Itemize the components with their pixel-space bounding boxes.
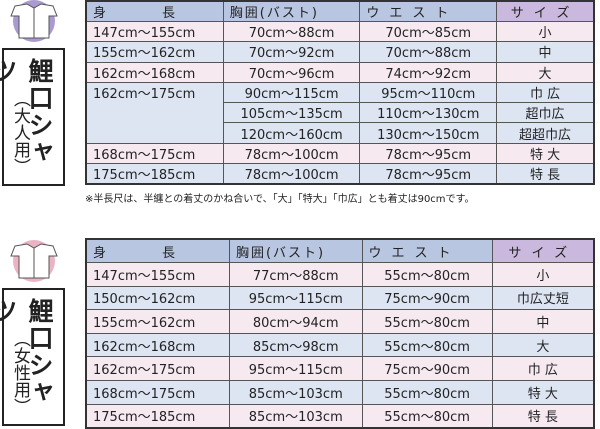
header-height: 身 長 (85, 238, 230, 264)
size-cell: 特 大 (491, 380, 595, 405)
table-row: 168cm～175cm 85cm～103cm 55cm～80cm 特 大 (85, 380, 595, 405)
header-waist: ウエスト (359, 0, 498, 22)
height-cell: 155cm～162cm (85, 309, 230, 334)
header-size: サイズ (491, 238, 595, 264)
size-cell: 中 (491, 309, 595, 334)
waist-cell: 130cm～150cm (359, 122, 498, 144)
bust-cell: 85cm～103cm (228, 403, 363, 429)
size-cell: 巾広丈短 (491, 285, 595, 311)
women-subtitle: （女性用） (10, 330, 30, 415)
waist-cell: 70cm～85cm (359, 20, 498, 43)
women-title: 鯉口シャツ (0, 298, 54, 406)
header-bust: 胸囲(バスト) (228, 238, 363, 264)
waist-cell: 70cm～88cm (359, 41, 498, 63)
waist-cell: 78cm～95cm (359, 142, 498, 165)
size-cell: 超超巾広 (496, 122, 595, 144)
bust-cell: 85cm～103cm (228, 380, 363, 405)
size-cell: 特 長 (496, 163, 595, 185)
table-row: 155cm～162cm 70cm～92cm 70cm～88cm 中 (85, 41, 595, 63)
table-row: 162cm～168cm 85cm～98cm 55cm～80cm 大 (85, 332, 595, 358)
table-row: 162cm～168cm 70cm～96cm 74cm～92cm 大 (85, 61, 595, 83)
header-row: 身 長 胸囲(バスト) ウエスト サイズ (85, 238, 595, 264)
size-cell: 巾 広 (491, 356, 595, 382)
waist-cell: 78cm～95cm (359, 163, 498, 185)
table-row: 162cm～175cm 90cm～115cm 95cm～110cm 巾 広 (85, 81, 595, 144)
size-cell: 巾 広 (496, 81, 595, 104)
header-bust: 胸囲(バスト) (222, 0, 361, 22)
bust-cell: 70cm～96cm (222, 61, 361, 83)
size-cell: 中 (496, 41, 595, 63)
header-size: サイズ (496, 0, 595, 22)
height-cell: 162cm～168cm (85, 61, 224, 83)
bust-cell: 105cm～135cm (222, 102, 361, 124)
height-cell: 162cm～175cm (85, 81, 224, 144)
waist-cell: 74cm～92cm (359, 61, 498, 83)
table-row: 175cm～185cm 85cm～103cm 55cm～80cm 特 長 (85, 403, 595, 429)
height-cell: 175cm～185cm (85, 163, 224, 185)
size-cell: 特 大 (496, 142, 595, 165)
waist-cell: 75cm～90cm (361, 285, 493, 311)
women-shirt-icon (10, 240, 58, 282)
waist-cell: 110cm～130cm (359, 102, 498, 124)
table-row: 120cm～160cm 130cm～150cm 超超巾広 (86, 122, 595, 144)
women-label-box: 鯉口シャツ （女性用） (0, 288, 65, 426)
bust-cell: 95cm～115cm (228, 356, 363, 382)
height-cell: 162cm～175cm (85, 356, 230, 382)
bust-cell: 120cm～160cm (222, 122, 361, 144)
bust-cell: 90cm～115cm (222, 81, 361, 104)
size-cell: 大 (491, 332, 595, 358)
table-row: 147cm～155cm 70cm～88cm 70cm～85cm 小 (85, 20, 595, 43)
bust-cell: 70cm～88cm (222, 20, 361, 43)
height-cell: 155cm～162cm (85, 41, 224, 63)
table-row: 162cm～175cm 95cm～115cm 75cm～90cm 巾 広 (85, 356, 595, 382)
size-cell: 特 長 (491, 403, 595, 429)
bust-cell: 78cm～100cm (222, 142, 361, 165)
table-row: 155cm～162cm 80cm～94cm 55cm～80cm 中 (85, 309, 595, 334)
waist-cell: 95cm～110cm (359, 81, 498, 104)
waist-cell: 55cm～80cm (361, 380, 493, 405)
height-cell: 168cm～175cm (85, 142, 224, 165)
table-row: 168cm～175cm 78cm～100cm 78cm～95cm 特 大 (85, 142, 595, 165)
bust-cell: 95cm～115cm (228, 285, 363, 311)
header-height: 身 長 (85, 0, 224, 22)
bust-cell: 80cm～94cm (228, 309, 363, 334)
size-cell: 超巾広 (496, 102, 595, 124)
bust-cell: 85cm～98cm (228, 332, 363, 358)
size-cell: 小 (491, 262, 595, 287)
height-cell: 147cm～155cm (85, 262, 230, 287)
waist-cell: 55cm～80cm (361, 262, 493, 287)
adult-shirt-icon (10, 0, 58, 42)
note: ※半長尺は、半纏との着丈のかね合いで、「大」「特大」「巾広」とも着丈は90cmで… (85, 194, 475, 205)
header-waist: ウエスト (361, 238, 493, 264)
height-cell: 162cm～168cm (85, 332, 230, 358)
bust-cell: 77cm～88cm (228, 262, 363, 287)
adult-subtitle: （大人用） (10, 90, 30, 175)
adult-size-table: 身 長 胸囲(バスト) ウエスト サイズ 147cm～155cm 70cm～88c… (85, 0, 595, 186)
table-row: 175cm～185cm 78cm～100cm 78cm～95cm 特 長 (85, 163, 595, 185)
adult-label-box: 鯉口シャツ （大人用） (0, 48, 65, 186)
waist-cell: 55cm～80cm (361, 403, 493, 429)
adult-title: 鯉口シャツ (0, 58, 54, 166)
women-size-table: 身 長 胸囲(バスト) ウエスト サイズ 147cm～155cm 77cm～88c… (85, 238, 595, 429)
height-cell: 168cm～175cm (85, 380, 230, 405)
height-cell: 175cm～185cm (85, 403, 230, 429)
bust-cell: 70cm～92cm (222, 41, 361, 63)
table-row: 105cm～135cm 110cm～130cm 超巾広 (86, 102, 595, 124)
table-row: 147cm～155cm 77cm～88cm 55cm～80cm 小 (85, 262, 595, 287)
bust-cell: 78cm～100cm (222, 163, 361, 185)
table-row: 150cm～162cm 95cm～115cm 75cm～90cm 巾広丈短 (85, 285, 595, 311)
size-cell: 大 (496, 61, 595, 83)
height-cell: 150cm～162cm (85, 285, 230, 311)
header-row: 身 長 胸囲(バスト) ウエスト サイズ (85, 0, 595, 22)
waist-cell: 75cm～90cm (361, 356, 493, 382)
height-cell: 147cm～155cm (85, 20, 224, 43)
waist-cell: 55cm～80cm (361, 309, 493, 334)
size-cell: 小 (496, 20, 595, 43)
waist-cell: 55cm～80cm (361, 332, 493, 358)
